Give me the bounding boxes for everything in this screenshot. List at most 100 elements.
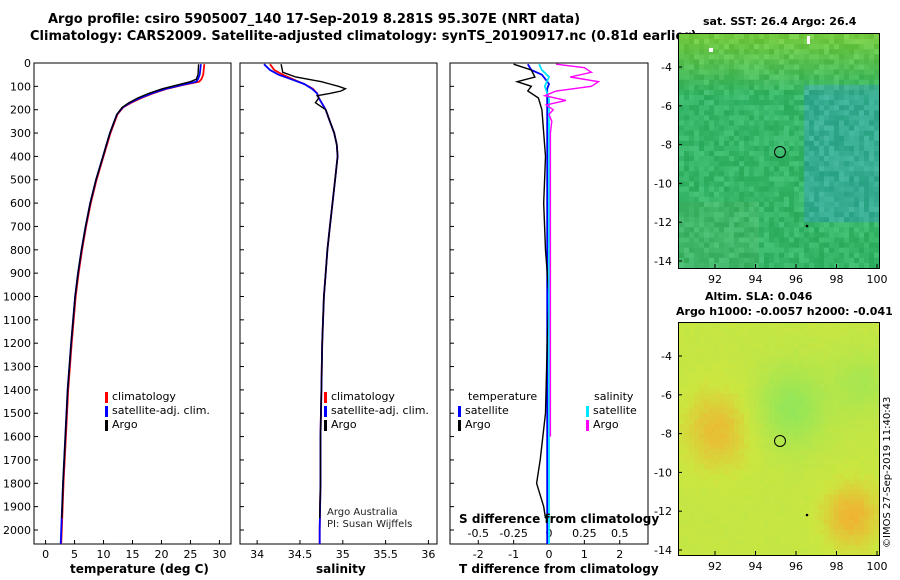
map-cell: [814, 328, 820, 334]
map-cell: [679, 151, 685, 157]
map-cell: [834, 423, 840, 430]
map-cell: [784, 191, 790, 198]
difference-legend-left: temperature satellite Argo: [458, 390, 537, 432]
map-cell: [689, 135, 695, 142]
map-cell: [699, 499, 705, 506]
map-cell: [789, 232, 795, 239]
map-cell: [814, 514, 820, 521]
map-cell: [709, 206, 715, 213]
map-cell: [814, 110, 820, 116]
map-cell: [839, 469, 845, 475]
map-cell: [799, 257, 805, 264]
legend-swatch: [458, 405, 461, 417]
map-cell: [809, 479, 815, 485]
map-cell: [769, 171, 775, 178]
map-cell: [769, 44, 775, 50]
map-cell: [689, 69, 695, 76]
map-cell: [694, 328, 700, 334]
salinity-xlabel: salinity: [316, 562, 366, 576]
map-cell: [824, 39, 830, 45]
map-cell: [679, 110, 685, 116]
map-cell: [774, 95, 780, 101]
map-cell: [749, 44, 755, 50]
map-cell: [759, 449, 765, 455]
map-cell: [794, 509, 800, 516]
map-cell: [679, 459, 685, 465]
legend-item-satellite: satellite-adj. clim.: [324, 404, 429, 418]
map-cell: [874, 353, 879, 359]
map-cell: [744, 514, 750, 521]
map-cell: [784, 549, 790, 555]
map-cell: [799, 100, 805, 106]
map-cell: [809, 206, 815, 213]
map-x-tick-label: 100: [867, 560, 888, 573]
map-cell: [839, 529, 845, 536]
map-cell: [754, 323, 760, 329]
map-cell: [734, 176, 740, 183]
map-cell: [689, 125, 695, 132]
map-cell: [834, 84, 840, 91]
map-cell: [854, 89, 860, 96]
map-cell: [734, 181, 740, 188]
map-cell: [689, 166, 695, 172]
map-cell: [694, 343, 700, 349]
y-tick-label: 800: [10, 244, 31, 257]
map-cell: [849, 49, 855, 55]
map-cell: [819, 373, 825, 380]
map-cell: [764, 100, 770, 106]
map-cell: [699, 509, 705, 516]
map-cell: [764, 439, 770, 445]
x-tick-label: 36: [421, 548, 435, 561]
map-cell: [819, 323, 825, 329]
map-cell: [849, 44, 855, 50]
map-cell: [679, 39, 685, 45]
map-cell: [849, 232, 855, 239]
map-cell: [824, 504, 830, 511]
map-cell: [844, 323, 850, 329]
map-cell: [824, 428, 830, 435]
map-cell: [859, 353, 865, 359]
map-cell: [729, 534, 735, 541]
map-cell: [844, 398, 850, 405]
map-cell: [869, 247, 875, 254]
map-cell: [854, 494, 860, 501]
map-cell: [829, 408, 835, 415]
map-cell: [769, 529, 775, 536]
map-cell: [709, 171, 715, 178]
map-cell: [809, 110, 815, 116]
map-cell: [714, 358, 720, 364]
map-cell: [839, 489, 845, 496]
map-cell: [754, 534, 760, 541]
map-cell: [784, 368, 790, 375]
map-cell: [734, 398, 740, 405]
map-cell: [729, 499, 735, 506]
map-cell: [684, 499, 690, 506]
map-cell: [839, 140, 845, 147]
map-cell: [809, 191, 815, 198]
map-cell: [709, 186, 715, 193]
map-cell: [844, 469, 850, 475]
map-cell: [734, 212, 740, 218]
map-cell: [849, 343, 855, 349]
y-tick-label: 1600: [3, 431, 31, 444]
map-cell: [759, 120, 765, 127]
map-cell: [864, 191, 870, 198]
map-cell: [864, 469, 870, 475]
map-cell: [864, 323, 870, 329]
map-cell: [729, 524, 735, 531]
map-cell: [804, 59, 810, 66]
map-cell: [789, 171, 795, 178]
map-cell: [859, 368, 865, 375]
map-cell: [829, 323, 835, 329]
map-cell: [869, 166, 875, 172]
map-cell: [769, 444, 775, 450]
map-cell: [854, 84, 860, 91]
map-cell: [714, 64, 720, 71]
map-cell: [799, 328, 805, 334]
map-cell: [779, 217, 785, 223]
map-cell: [714, 539, 720, 546]
map-cell: [854, 49, 860, 55]
map-cell: [844, 59, 850, 66]
map-cell: [749, 135, 755, 142]
map-cell: [719, 388, 725, 395]
